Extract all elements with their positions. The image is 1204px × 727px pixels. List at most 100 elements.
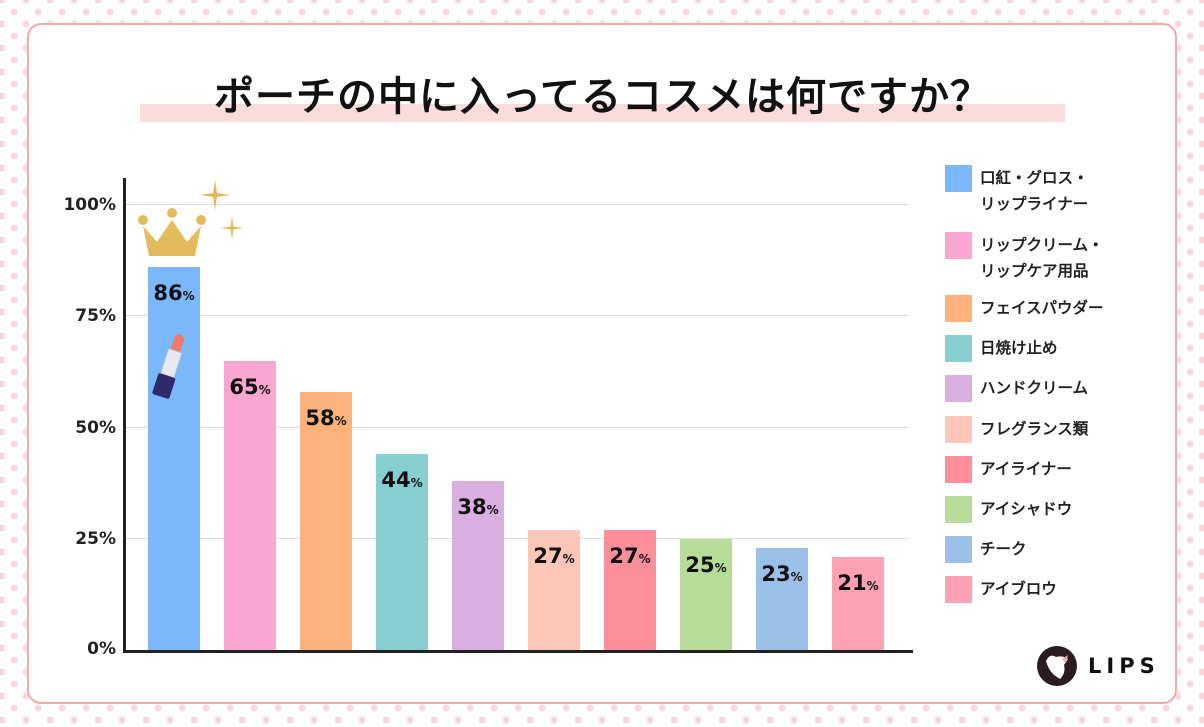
bar: 27% (528, 529, 580, 650)
legend-label: チーク (980, 536, 1140, 562)
legend-item: アイライナー (945, 456, 1140, 483)
legend-item: 日焼け止め (945, 335, 1140, 362)
legend-label: フレグランス類 (980, 416, 1140, 442)
bar-unit: % (562, 551, 575, 566)
bar-unit: % (714, 560, 727, 575)
legend-label: 口紅・グロス・ リップライナー (980, 165, 1140, 217)
legend-swatch (945, 335, 972, 362)
legend-item: アイブロウ (945, 576, 1140, 603)
legend-label-line: チーク (980, 540, 1027, 558)
legend-label-line: アイシャドウ (980, 500, 1073, 518)
bar: 58% (300, 391, 352, 650)
bar-unit: % (182, 289, 195, 304)
x-axis (123, 650, 913, 653)
bar-value: 38 (457, 494, 487, 519)
deer-logo-icon (1037, 646, 1077, 686)
bar-unit: % (258, 382, 271, 397)
bar-value: 86 (153, 281, 183, 306)
gridline-100 (126, 204, 908, 205)
chart-title-block: ポーチの中に入ってるコスメは何ですか？ (140, 62, 1065, 128)
legend-swatch (945, 576, 972, 603)
bar: 38% (452, 480, 504, 650)
bar: 23% (756, 547, 808, 650)
bar-value-label: 65% (220, 375, 280, 399)
ytick-25: 25% (75, 529, 116, 549)
ytick-100: 100% (63, 195, 116, 215)
bar-value-label: 21% (828, 571, 888, 595)
ytick-50: 50% (75, 418, 116, 438)
legend-label: 日焼け止め (980, 335, 1140, 361)
bar-value: 23 (761, 561, 791, 586)
legend-label: ハンドクリーム (980, 375, 1140, 401)
legend-label: アイライナー (980, 456, 1140, 482)
legend-label-line: フレグランス類 (980, 420, 1089, 438)
legend-item: 口紅・グロス・ リップライナー (945, 165, 1140, 217)
bar-value: 44 (381, 468, 411, 493)
bar-value-label: 44% (372, 468, 432, 492)
legend-item: チーク (945, 536, 1140, 563)
bar-value: 27 (609, 543, 639, 568)
legend-label-line: ハンドクリーム (980, 379, 1089, 397)
bar-unit: % (410, 476, 423, 491)
bar: 44% (376, 454, 428, 650)
legend-label-line: リップライナー (980, 195, 1089, 213)
legend-label-line: 口紅・グロス・ (980, 169, 1089, 187)
bar-value-label: 58% (296, 406, 356, 430)
legend-item: ハンドクリーム (945, 375, 1140, 402)
legend-swatch (945, 232, 972, 259)
crown-icon (138, 208, 206, 256)
bar-value: 25 (685, 552, 715, 577)
bar-unit: % (790, 569, 803, 584)
bar: 27% (604, 529, 656, 650)
legend-label-line: リップクリーム・ (980, 236, 1104, 254)
legend-swatch (945, 375, 972, 402)
legend-swatch (945, 496, 972, 523)
gridline-25 (126, 538, 908, 539)
ytick-75: 75% (75, 306, 116, 326)
lipstick-icon (152, 334, 185, 399)
legend-label-line: リップケア用品 (980, 262, 1089, 280)
bar: 86% (148, 267, 200, 650)
legend-label: リップクリーム・ リップケア用品 (980, 232, 1140, 284)
chart-title: ポーチの中に入ってるコスメは何ですか？ (214, 74, 991, 120)
bar-unit: % (486, 502, 499, 517)
legend-label: アイシャドウ (980, 496, 1140, 522)
gridline-75 (126, 315, 908, 316)
logo-text: LIPS (1088, 654, 1160, 678)
sparkle-icon (221, 217, 243, 239)
y-axis (123, 178, 126, 653)
legend-item: フレグランス類 (945, 416, 1140, 443)
bar-value: 65 (229, 374, 259, 399)
legend-label-line: アイブロウ (980, 580, 1057, 598)
bar-value-label: 27% (524, 544, 584, 568)
bar-unit: % (866, 578, 879, 593)
legend-label: フェイスパウダー (980, 295, 1140, 321)
chart-card (27, 23, 1177, 704)
ytick-0: 0% (87, 639, 116, 659)
legend-item: フェイスパウダー (945, 295, 1140, 322)
bar-value: 58 (305, 405, 335, 430)
bar-value: 21 (837, 570, 867, 595)
legend-swatch (945, 416, 972, 443)
bar-value-label: 23% (752, 562, 812, 586)
legend-swatch (945, 295, 972, 322)
legend-label: アイブロウ (980, 576, 1140, 602)
bar-value-label: 27% (600, 544, 660, 568)
bar: 21% (832, 556, 884, 650)
gridline-50 (126, 427, 908, 428)
bar-value-label: 38% (448, 495, 508, 519)
sparkle-icon (200, 180, 230, 210)
legend-item: アイシャドウ (945, 496, 1140, 523)
bar-value: 27 (533, 543, 563, 568)
bar: 25% (680, 538, 732, 650)
legend-swatch (945, 165, 972, 192)
bar-unit: % (638, 551, 651, 566)
legend-label-line: フェイスパウダー (980, 299, 1104, 317)
title-highlight (140, 104, 1065, 122)
legend-swatch (945, 536, 972, 563)
legend-item: リップクリーム・ リップケア用品 (945, 232, 1140, 284)
bar-unit: % (334, 413, 347, 428)
legend-swatch (945, 456, 972, 483)
legend-label-line: 日焼け止め (980, 339, 1058, 357)
lips-logo: LIPS (1036, 645, 1160, 687)
